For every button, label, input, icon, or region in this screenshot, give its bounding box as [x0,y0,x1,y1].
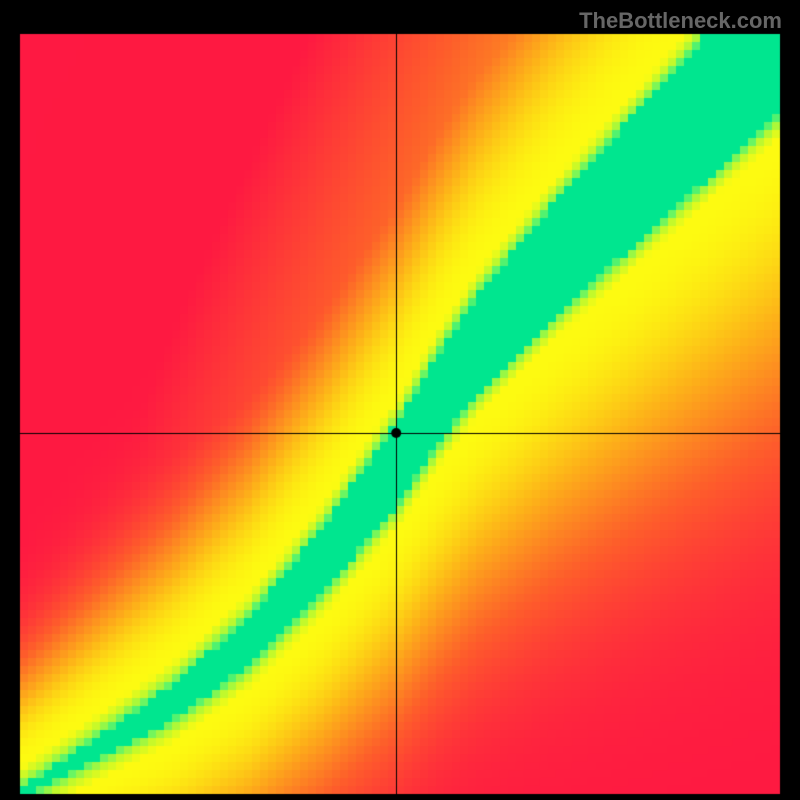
heatmap-canvas [0,0,800,800]
chart-container: TheBottleneck.com [0,0,800,800]
watermark-text: TheBottleneck.com [579,8,782,34]
